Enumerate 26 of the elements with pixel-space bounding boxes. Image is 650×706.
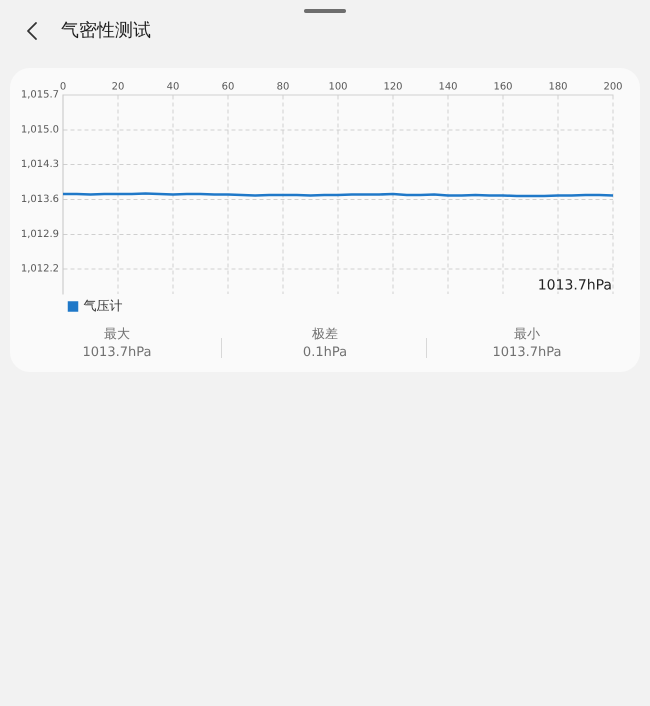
x-tick-label: 80 [276, 82, 290, 93]
x-tick-label: 60 [222, 82, 234, 93]
x-tick-label: 160 [493, 82, 513, 93]
text: 0.1hPa [302, 344, 348, 362]
text: 最小 [513, 326, 541, 344]
text: 1013.7hPa [492, 344, 562, 362]
x-tick-label: 40 [166, 82, 180, 93]
y-tick-label: 1,015.0 [20, 124, 59, 136]
legend-label: 气压计 [84, 298, 122, 314]
x-tick-label: 200 [603, 82, 623, 93]
x-tick-label: 140 [438, 82, 458, 93]
y-tick-label: 1,012.9 [20, 228, 59, 240]
chart-title: 气密性测试 [61, 19, 151, 43]
annotation: 1013.7hPa [538, 278, 612, 294]
text: 1013.7hPa [82, 344, 152, 362]
y-tick-label: 1,014.3 [20, 159, 59, 170]
text: 最大 [103, 326, 131, 344]
x-tick-label: 180 [548, 82, 568, 93]
x-tick-label: 100 [328, 82, 348, 93]
text: 极差 [311, 326, 339, 344]
x-tick-label: 120 [383, 82, 403, 93]
y-tick-label: 1,015.7 [20, 90, 59, 101]
x-tick-label: 0 [60, 82, 66, 93]
y-tick-label: 1,013.6 [20, 194, 59, 206]
x-tick-label: 20 [112, 82, 124, 93]
y-tick-label: 1,012.2 [20, 264, 59, 275]
